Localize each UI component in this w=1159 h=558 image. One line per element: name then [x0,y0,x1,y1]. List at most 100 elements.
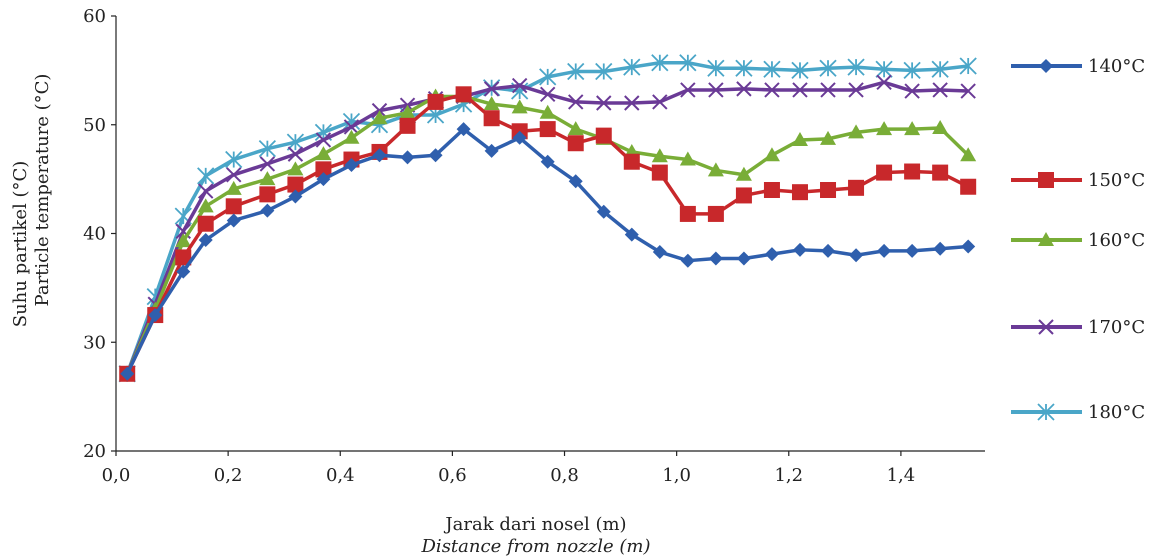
data-point [400,150,415,165]
data-point [226,167,242,183]
data-point [848,82,864,98]
data-point [511,99,528,114]
data-point [707,162,724,177]
data-point [791,131,808,146]
data-point [680,82,696,98]
y-axis-ticks: 20 30 40 50 60 [83,6,116,462]
data-point [175,249,192,266]
legend-marker [1039,59,1053,73]
data-point [932,164,949,181]
series-group [118,54,977,383]
data-point [876,74,892,91]
y-axis-title-line-2: Particle temperature (°C) [32,74,53,307]
data-point [175,233,192,248]
x-tick-label: 0,6 [438,465,467,486]
data-point [539,68,557,86]
data-point [623,58,641,76]
data-point [483,110,500,127]
x-tick-label: 0,4 [326,465,355,486]
legend-label: 160°C [1088,230,1145,251]
y-tick-label: 30 [83,332,106,353]
data-point [343,129,360,144]
legend-label: 140°C [1088,56,1145,77]
x-tick-label: 0,8 [550,465,579,486]
data-point [679,54,697,72]
data-point [483,96,500,111]
legend-item: 170°C [1011,317,1145,338]
data-point [931,60,949,78]
x-tick-label: 1,2 [774,465,803,486]
data-point [821,243,836,258]
data-point [904,83,920,99]
data-point [198,233,213,248]
data-point [372,148,387,163]
series-160c [119,88,977,380]
data-point [905,243,920,258]
data-point [287,146,304,162]
data-point [820,130,837,145]
data-point [679,205,696,222]
data-point [483,81,500,97]
data-point [791,184,808,201]
legend-label: 180°C [1088,402,1145,423]
x-axis-title-line-1: Jarak dari nosel (m) [443,514,626,535]
x-tick-label: 0,0 [102,465,131,486]
data-point [512,130,527,145]
data-point [539,104,556,119]
data-point [427,93,444,110]
x-axis-title-line-2: Distance from nozzle (m) [421,536,651,557]
data-point [736,251,751,266]
data-point [226,213,241,228]
data-point [848,179,865,196]
data-point [567,135,584,152]
data-point [763,147,780,162]
data-point [315,161,332,178]
data-point [904,121,921,136]
data-point [651,164,668,181]
data-point [371,110,388,125]
data-point [792,242,807,257]
data-point [595,127,612,144]
data-point [197,183,214,199]
data-point [819,59,837,77]
data-point [316,172,331,187]
data-point [736,81,752,97]
data-point [764,247,779,262]
legend-marker [1037,403,1055,421]
data-point [484,143,499,158]
data-point [651,54,669,72]
data-point [820,82,836,98]
data-point [932,120,949,135]
data-point [176,264,191,279]
legend-item: 140°C [1011,56,1145,77]
data-point [876,121,893,136]
data-point [259,156,276,172]
data-point [148,308,163,323]
legend: 140°C 150°C 160°C 170°C 180°C [1011,56,1145,423]
data-point [428,148,443,163]
data-point [792,82,808,98]
data-point [624,95,640,111]
data-point [120,366,135,381]
data-point [877,243,892,258]
data-point [735,59,753,77]
series-170c [119,74,976,382]
legend-marker [1038,319,1054,335]
data-point [259,186,276,203]
data-point [708,251,723,266]
data-point [225,150,243,169]
y-tick-label: 50 [83,115,106,136]
data-point [315,132,332,148]
data-point [679,151,696,166]
data-point [820,182,837,198]
data-point [933,241,948,256]
data-point [932,82,948,98]
data-point [399,117,416,134]
series-180c [118,54,977,383]
x-tick-label: 1,4 [887,465,916,486]
data-point [735,166,752,181]
data-point [315,146,332,161]
data-point [540,154,555,169]
data-point [904,163,921,180]
